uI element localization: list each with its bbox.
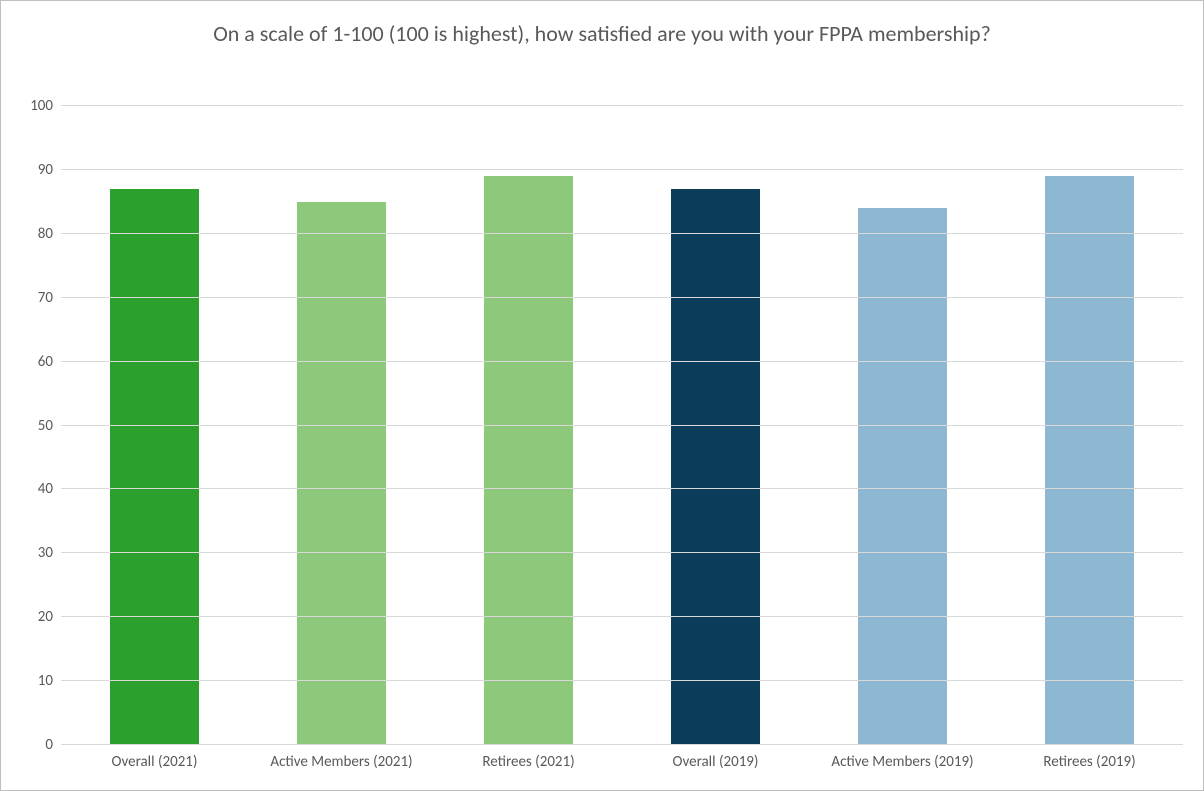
bar-slot: Active Members (2019)	[809, 106, 996, 745]
bar	[858, 208, 948, 745]
x-axis-label: Active Members (2021)	[270, 753, 412, 771]
gridline	[61, 425, 1183, 426]
gridline	[61, 233, 1183, 234]
y-axis-tick-label: 100	[30, 97, 53, 115]
x-axis-label: Retirees (2019)	[1043, 753, 1135, 771]
bar-slot: Retirees (2021)	[435, 106, 622, 745]
x-axis-label: Retirees (2021)	[482, 753, 574, 771]
bar	[110, 189, 200, 745]
gridline	[61, 680, 1183, 681]
bar	[297, 202, 387, 745]
y-axis-tick-label: 20	[38, 608, 53, 626]
y-axis-tick-label: 50	[38, 417, 53, 435]
bar	[484, 176, 574, 745]
gridline	[61, 552, 1183, 553]
bar	[671, 189, 761, 745]
y-axis-tick-label: 30	[38, 544, 53, 562]
gridline	[61, 361, 1183, 362]
y-axis-tick-label: 80	[38, 225, 53, 243]
y-axis-tick-label: 90	[38, 161, 53, 179]
x-axis-label: Active Members (2019)	[831, 753, 973, 771]
x-axis-label: Overall (2019)	[673, 753, 759, 771]
y-axis-tick-label: 10	[38, 672, 53, 690]
gridline	[61, 105, 1183, 106]
bar-slot: Active Members (2021)	[248, 106, 435, 745]
plot-area: Overall (2021)Active Members (2021)Retir…	[61, 106, 1183, 745]
bar-slot: Overall (2021)	[61, 106, 248, 745]
gridline	[61, 297, 1183, 298]
bars-row: Overall (2021)Active Members (2021)Retir…	[61, 106, 1183, 745]
bar-slot: Retirees (2019)	[996, 106, 1183, 745]
gridline	[61, 616, 1183, 617]
bar	[1045, 176, 1135, 745]
gridline	[61, 488, 1183, 489]
bar-slot: Overall (2019)	[622, 106, 809, 745]
gridline	[61, 169, 1183, 170]
chart-title: On a scale of 1-100 (100 is highest), ho…	[1, 1, 1203, 59]
bar-chart: On a scale of 1-100 (100 is highest), ho…	[0, 0, 1204, 791]
y-axis-tick-label: 40	[38, 480, 53, 498]
y-axis-tick-label: 70	[38, 289, 53, 307]
y-axis-tick-label: 60	[38, 353, 53, 371]
x-axis-label: Overall (2021)	[112, 753, 198, 771]
y-axis-tick-label: 0	[45, 736, 53, 754]
gridline	[61, 744, 1183, 745]
